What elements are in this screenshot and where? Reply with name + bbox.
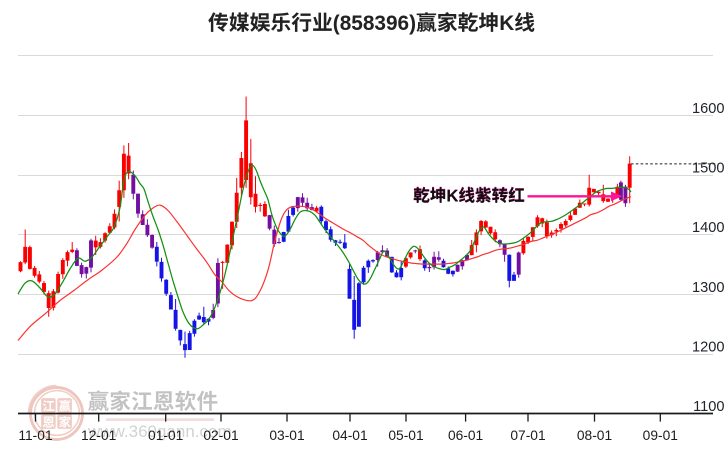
svg-text:1500: 1500 [692,161,724,177]
svg-text:07-01: 07-01 [510,428,545,443]
svg-text:K: K [446,186,458,205]
svg-text:03-01: 03-01 [269,428,304,443]
svg-text:K: K [446,186,458,205]
svg-text:05-01: 05-01 [388,428,423,443]
svg-text:08-01: 08-01 [577,428,612,443]
svg-text:1600: 1600 [692,101,724,117]
svg-text:1100: 1100 [693,399,724,415]
svg-text:04-01: 04-01 [332,428,367,443]
svg-text:09-01: 09-01 [643,428,678,443]
svg-text:1400: 1400 [692,220,724,236]
svg-text:01-01: 01-01 [148,428,183,443]
svg-text:06-01: 06-01 [448,428,483,443]
svg-text:(858396): (858396) [333,12,416,35]
svg-text:1300: 1300 [692,280,724,296]
svg-text:12-01: 12-01 [81,428,116,443]
svg-text:www.360gann.com: www.360gann.com [87,422,232,441]
svg-text:K: K [499,12,514,35]
svg-text:02-01: 02-01 [203,428,238,443]
svg-text:1200: 1200 [692,339,724,355]
svg-text:11-01: 11-01 [18,428,52,443]
